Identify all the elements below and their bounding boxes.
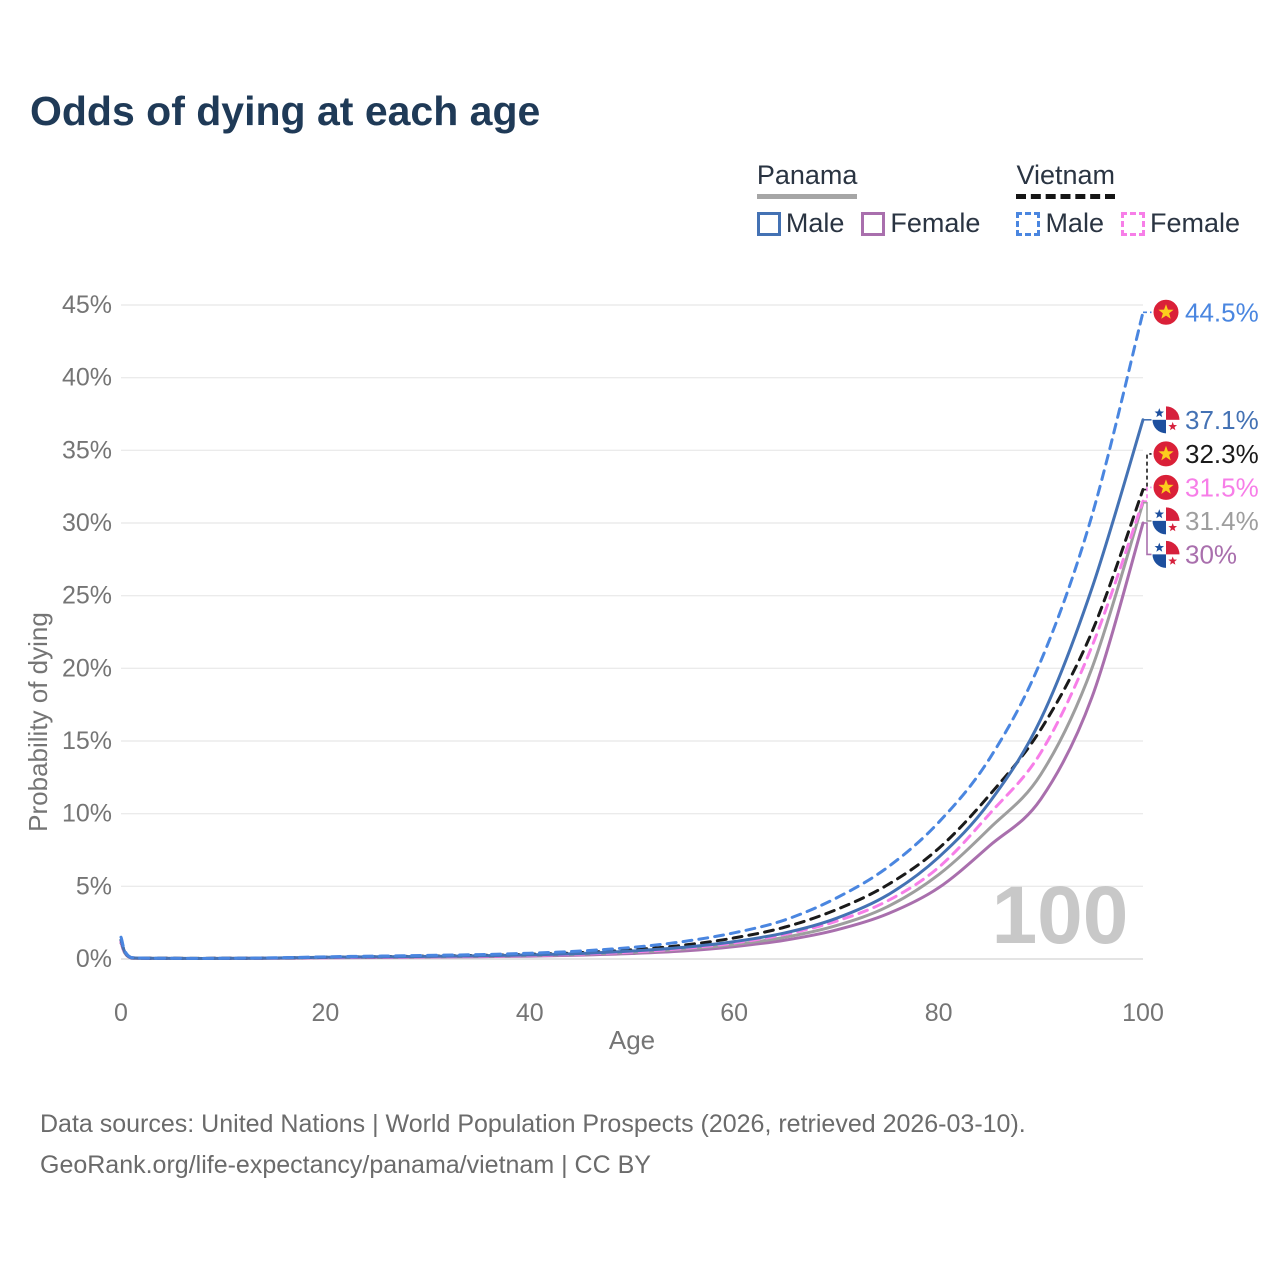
label-connector bbox=[1143, 453, 1152, 491]
panama-star-blue bbox=[1154, 408, 1165, 418]
x-axis-title: Age bbox=[609, 1025, 655, 1055]
chart-title: Odds of dying at each age bbox=[30, 88, 541, 134]
vietnam-flag-icon bbox=[1151, 297, 1181, 327]
y-tick-label: 5% bbox=[76, 872, 112, 900]
y-tick-label: 0% bbox=[76, 945, 112, 973]
legend-item-vietnam-female[interactable]: Female bbox=[1120, 208, 1240, 239]
footer: Data sources: United Nations | World Pop… bbox=[40, 1104, 1026, 1186]
legend-item-panama-female[interactable]: Female bbox=[861, 208, 980, 239]
value-label-panama-female: 30% bbox=[1185, 539, 1237, 569]
legend-item-label: Female bbox=[1149, 208, 1240, 238]
legend-swatch-icon bbox=[861, 211, 886, 236]
legend-item-label: Male bbox=[1045, 208, 1104, 238]
legend-group-vietnam: Vietnam Male Female bbox=[1016, 160, 1240, 239]
legend-group-panama: Panama Male Female bbox=[756, 160, 980, 239]
panama-flag-icon bbox=[1151, 405, 1181, 435]
legend-swatch-icon bbox=[756, 211, 781, 236]
vietnam-star bbox=[1158, 304, 1174, 319]
panama-star-blue bbox=[1154, 509, 1165, 519]
legend-item-vietnam-male[interactable]: Male bbox=[1016, 208, 1104, 239]
y-tick-label: 15% bbox=[62, 727, 112, 755]
x-tick-label: 20 bbox=[311, 999, 339, 1027]
legend: Panama Male Female Vietnam Male Female bbox=[756, 160, 1240, 239]
legend-swatch-icon bbox=[1120, 211, 1145, 236]
value-label-panama-total: 31.4% bbox=[1185, 506, 1259, 536]
vietnam-star bbox=[1158, 445, 1174, 461]
label-connector bbox=[1143, 522, 1152, 556]
series-line-vietnam-male bbox=[119, 310, 1145, 960]
legend-item-panama-male[interactable]: Male bbox=[756, 208, 845, 239]
y-tick-label: 35% bbox=[62, 436, 112, 464]
x-tick-label: 100 bbox=[1122, 999, 1164, 1027]
series-line-vietnam-total bbox=[119, 488, 1145, 960]
series-line-panama-male bbox=[119, 418, 1145, 960]
panama-flag-icon bbox=[1151, 506, 1181, 536]
vietnam-flag-icon bbox=[1151, 439, 1181, 469]
series-line-vietnam-female bbox=[119, 499, 1145, 960]
x-tick-label: 60 bbox=[720, 999, 748, 1027]
panama-star-red bbox=[1168, 421, 1178, 431]
legend-item-label: Female bbox=[890, 208, 981, 238]
x-tick-label: 0 bbox=[114, 999, 128, 1027]
value-label-vietnam-male: 44.5% bbox=[1185, 297, 1259, 327]
label-connector bbox=[1143, 486, 1152, 502]
value-label-panama-male: 37.1% bbox=[1185, 405, 1259, 435]
value-label-vietnam-female: 31.5% bbox=[1185, 472, 1259, 502]
value-label-vietnam-total: 32.3% bbox=[1185, 439, 1259, 469]
y-tick-label: 25% bbox=[62, 582, 112, 610]
legend-swatch-icon bbox=[1016, 211, 1041, 236]
y-tick-label: 10% bbox=[62, 800, 112, 828]
x-tick-label: 40 bbox=[516, 999, 544, 1027]
y-tick-label: 45% bbox=[62, 291, 112, 319]
vietnam-flag-icon bbox=[1151, 472, 1181, 502]
legend-country-vietnam[interactable]: Vietnam bbox=[1016, 160, 1115, 199]
y-axis-title: Probability of dying bbox=[23, 612, 53, 832]
panama-flag-icon bbox=[1151, 539, 1181, 569]
panama-star-red bbox=[1168, 556, 1178, 565]
age-watermark: 100 bbox=[992, 870, 1129, 961]
y-tick-label: 40% bbox=[62, 364, 112, 392]
footer-data-sources: Data sources: United Nations | World Pop… bbox=[40, 1110, 1026, 1138]
legend-item-label: Male bbox=[785, 208, 845, 238]
y-tick-label: 30% bbox=[62, 509, 112, 537]
x-tick-label: 80 bbox=[925, 999, 953, 1027]
y-tick-label: 20% bbox=[62, 654, 112, 682]
legend-country-panama[interactable]: Panama bbox=[756, 160, 858, 199]
footer-attribution: GeoRank.org/life-expectancy/panama/vietn… bbox=[40, 1151, 651, 1179]
series-line-panama-total bbox=[119, 501, 1145, 960]
panama-star-blue bbox=[1154, 542, 1165, 552]
vietnam-star bbox=[1158, 479, 1174, 494]
label-connector bbox=[1143, 501, 1152, 522]
panama-star-red bbox=[1168, 522, 1178, 532]
